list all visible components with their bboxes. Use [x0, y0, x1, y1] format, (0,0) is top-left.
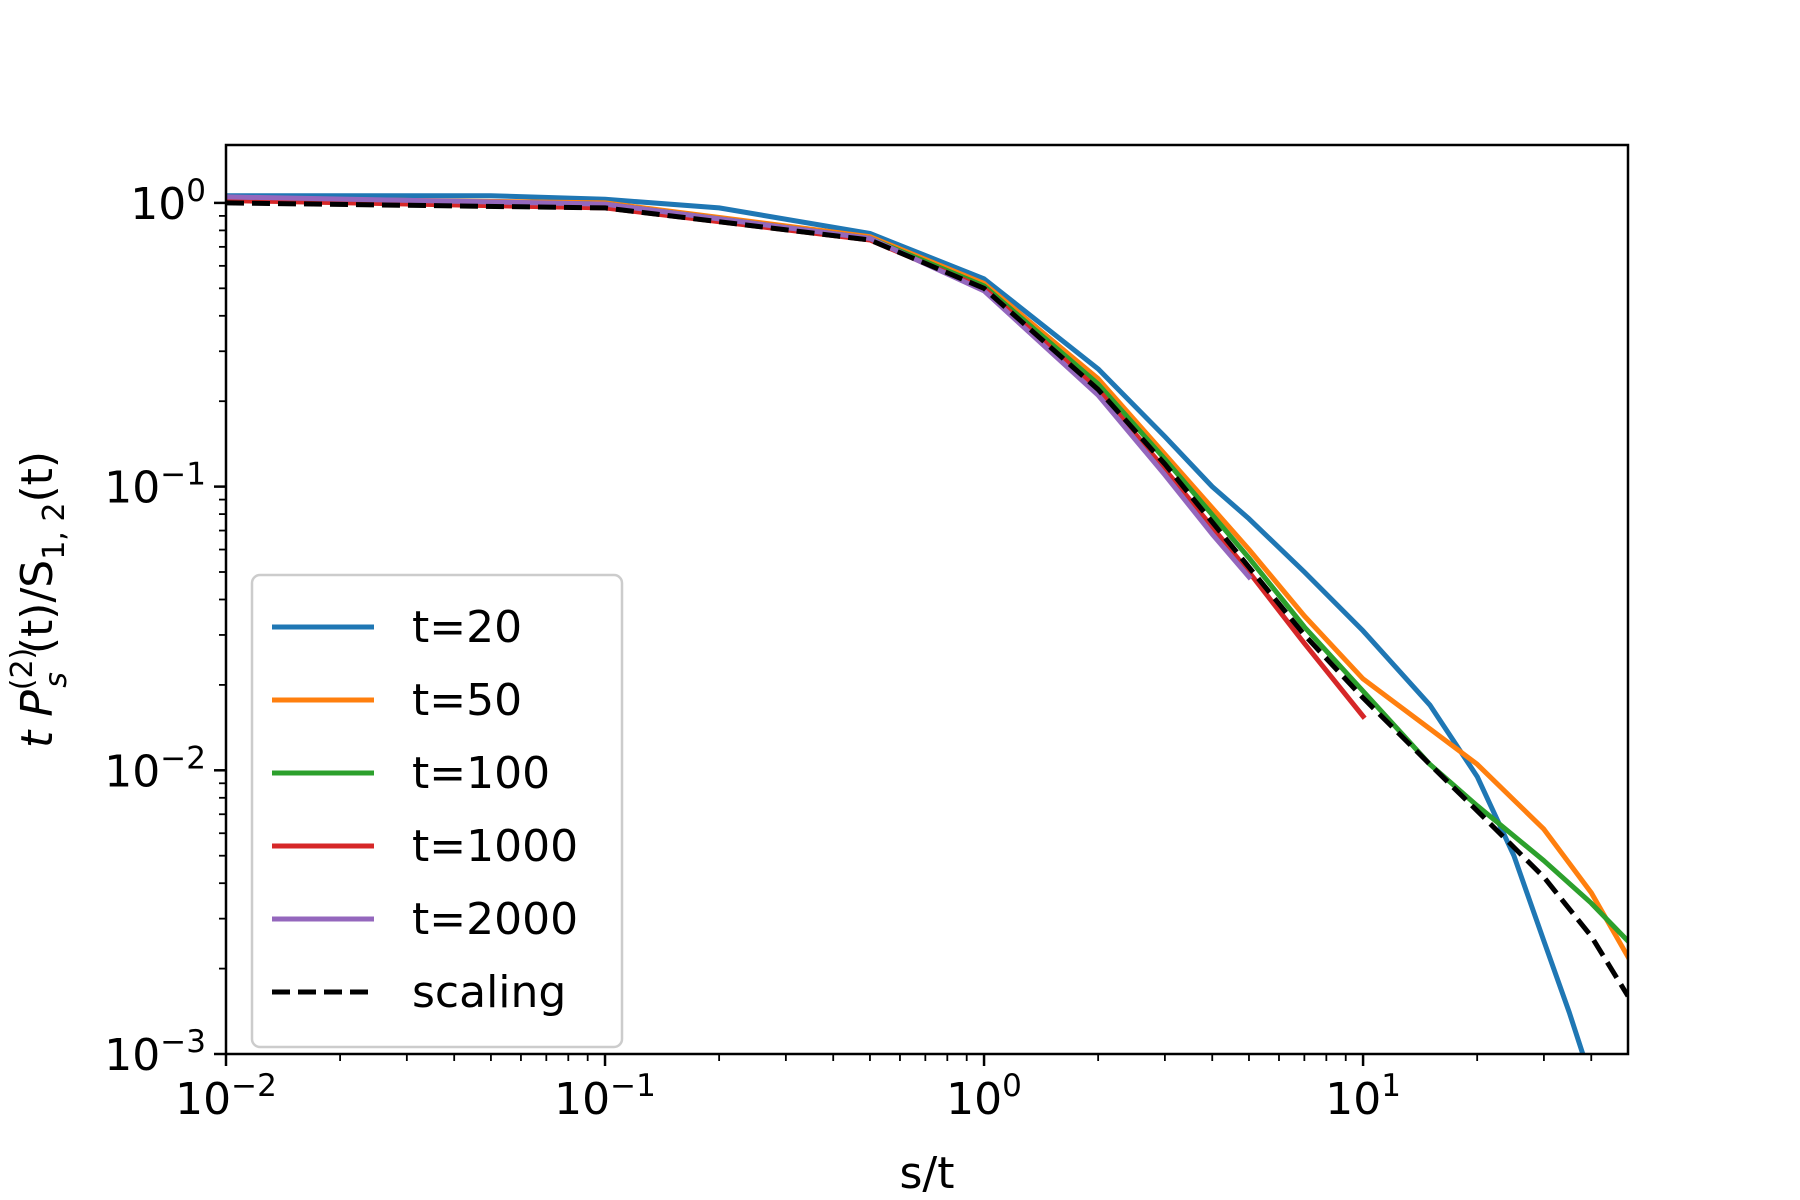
legend-entry-label: t=20	[412, 602, 522, 653]
legend-entry-label: t=100	[412, 748, 550, 799]
x-tick-label: 100	[946, 1068, 1022, 1125]
legend-entry-label: t=2000	[412, 894, 578, 945]
series-line-t-20	[226, 193, 1586, 1054]
x-tick-label: 10−1	[554, 1068, 656, 1125]
series-line-t-2000	[226, 194, 1253, 581]
legend-entry-label: t=50	[412, 675, 522, 726]
legend-entry-label: t=1000	[412, 821, 578, 872]
legend-box	[250, 573, 624, 1049]
x-tick-label: 10−2	[175, 1068, 277, 1125]
y-axis-label: t P(2)s(t)/S1, 2(t)	[5, 451, 74, 748]
series-line-scaling	[226, 200, 1628, 998]
y-tick-label: 100	[130, 173, 206, 230]
x-axis-label: s/t	[900, 1148, 955, 1199]
legend: t=20 t=50 t=100 t=1000 t=2000 scaling	[250, 573, 624, 1049]
legend-entry-label: scaling	[412, 967, 566, 1018]
y-tick-label: 10−2	[104, 740, 206, 797]
series-layer	[226, 193, 1628, 1054]
y-tick-label: 10−1	[104, 457, 206, 514]
y-tick-label: 10−3	[104, 1024, 206, 1081]
ticks-layer	[214, 201, 1593, 1066]
x-tick-label: 101	[1325, 1068, 1401, 1125]
